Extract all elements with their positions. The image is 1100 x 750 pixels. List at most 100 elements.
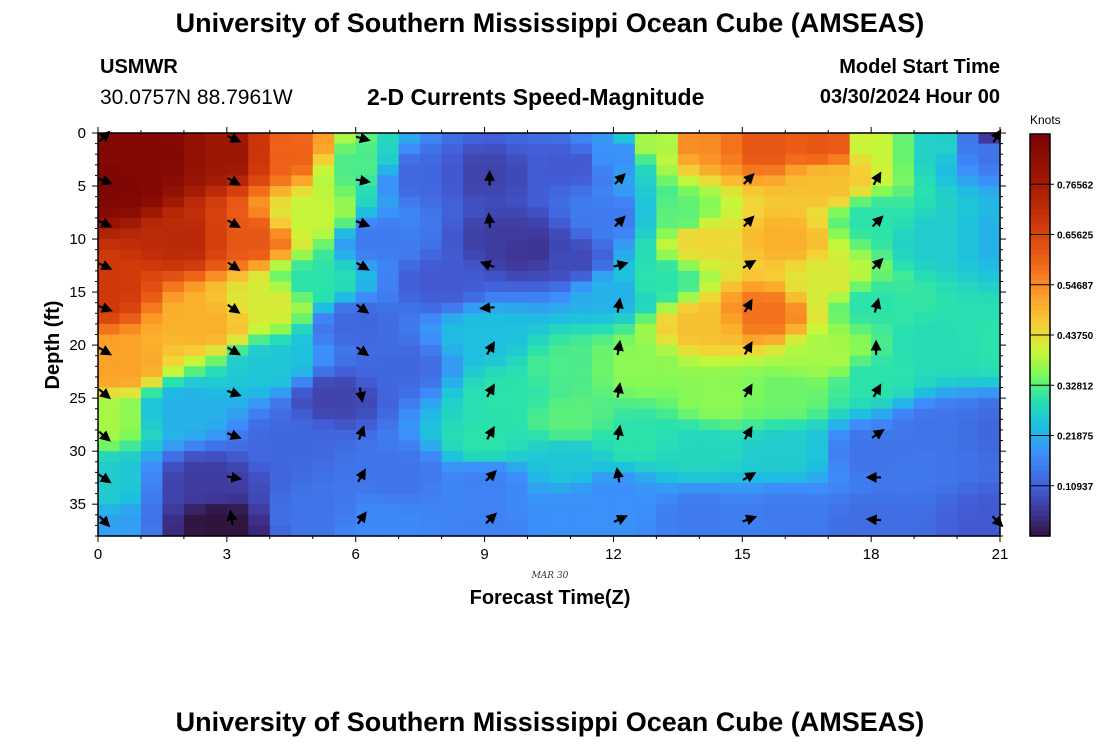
colorbar-tick-label: 0.54687 <box>1057 281 1094 292</box>
heatmap-cell <box>549 323 572 336</box>
colorbar-tick-label: 0.76562 <box>1057 180 1094 191</box>
heatmap-cell <box>720 419 743 431</box>
heatmap-cell <box>914 419 937 431</box>
heatmap-cell <box>140 186 164 198</box>
heatmap-cell <box>162 429 185 442</box>
heatmap-cell <box>785 408 808 420</box>
heatmap-cell <box>355 143 378 155</box>
heatmap-cell <box>914 482 937 495</box>
heatmap-cell <box>892 440 915 452</box>
heatmap-cell <box>613 429 636 442</box>
colorbar-tick-label: 0.10937 <box>1057 482 1094 493</box>
heatmap-cell <box>377 313 400 325</box>
heatmap-cell <box>377 270 400 283</box>
heatmap-cell <box>226 292 249 304</box>
heatmap-cell <box>957 228 980 240</box>
heatmap-cell <box>463 429 486 442</box>
heatmap-cell <box>291 419 314 431</box>
heatmap-cell <box>699 472 722 484</box>
heatmap-cell <box>205 313 228 325</box>
heatmap-cell <box>613 493 636 505</box>
heatmap-cell <box>785 164 808 177</box>
heatmap-cell <box>591 376 615 389</box>
heatmap-cell <box>527 461 550 473</box>
heatmap-cell <box>291 493 314 505</box>
heatmap-cell <box>742 376 765 389</box>
heatmap-cell <box>377 260 400 272</box>
heatmap-cell <box>162 387 185 399</box>
heatmap-cell <box>849 239 872 251</box>
heatmap-cell <box>763 376 786 389</box>
heatmap-cell <box>656 387 679 399</box>
heatmap-cell <box>119 260 142 272</box>
heatmap-cell <box>892 345 915 357</box>
colorbar-segment <box>1030 425 1050 432</box>
heatmap-cell <box>720 429 743 442</box>
heatmap-cell <box>699 525 722 537</box>
heatmap-cell <box>334 387 357 399</box>
heatmap-cell <box>806 154 829 166</box>
heatmap-cell <box>183 164 206 177</box>
heatmap-cell <box>549 175 572 187</box>
heatmap-cell <box>183 143 206 155</box>
heatmap-cell <box>849 398 872 410</box>
heatmap-cell <box>463 355 486 367</box>
current-vector <box>742 514 758 526</box>
heatmap-cell <box>849 387 872 399</box>
heatmap-cell <box>355 355 378 367</box>
heatmap-cell <box>183 355 206 367</box>
heatmap-cell <box>720 260 743 272</box>
heatmap-cell <box>269 175 292 187</box>
heatmap-cell <box>935 186 958 198</box>
colorbar-segment <box>1030 385 1050 391</box>
heatmap-cell <box>140 366 164 378</box>
heatmap-cell <box>269 186 292 198</box>
heatmap-cell <box>226 313 249 325</box>
heatmap-cell <box>269 366 292 378</box>
current-vector <box>865 514 882 526</box>
heatmap-cell <box>742 355 765 367</box>
heatmap-cell <box>570 313 593 325</box>
heatmap-cell <box>720 398 743 410</box>
heatmap-cell <box>226 323 249 336</box>
heatmap-cell <box>312 355 335 367</box>
heatmap-cell <box>549 186 572 198</box>
heatmap-cell <box>613 292 636 304</box>
heatmap-cell <box>677 398 700 410</box>
heatmap-cell <box>634 228 657 240</box>
heatmap-cell <box>806 504 829 516</box>
heatmap-cell <box>205 154 228 166</box>
heatmap-cell <box>634 207 657 219</box>
heatmap-cell <box>591 313 615 325</box>
heatmap-cell <box>463 302 486 314</box>
heatmap-cell <box>849 419 872 431</box>
heatmap-cell <box>849 186 872 198</box>
current-vector <box>479 260 495 271</box>
heatmap-cell <box>355 451 378 463</box>
heatmap-cell <box>334 164 357 177</box>
heatmap-cell <box>677 493 700 505</box>
heatmap-cell <box>720 451 743 463</box>
heatmap-cell <box>871 143 894 155</box>
heatmap-cell <box>334 472 357 484</box>
heatmap-cell <box>119 334 142 346</box>
heatmap-cell <box>914 313 937 325</box>
heatmap-cell <box>914 323 937 336</box>
heatmap-cell <box>377 143 400 155</box>
colorbar-segment <box>1030 314 1050 321</box>
heatmap-cell <box>334 196 357 208</box>
heatmap-cell <box>98 143 121 155</box>
colorbar-segment <box>1030 304 1050 311</box>
current-vector <box>226 175 241 186</box>
heatmap-cell <box>291 376 314 389</box>
heatmap-cell <box>699 451 722 463</box>
heatmap-cell <box>935 281 958 293</box>
heatmap-cell <box>463 366 486 378</box>
heatmap-cell <box>892 387 915 399</box>
heatmap-cell <box>849 461 872 473</box>
heatmap-cell <box>484 493 507 505</box>
heatmap-cell <box>677 154 700 166</box>
heatmap-cell <box>183 133 206 145</box>
heatmap-cell <box>720 472 743 484</box>
heatmap-cell <box>119 440 142 452</box>
